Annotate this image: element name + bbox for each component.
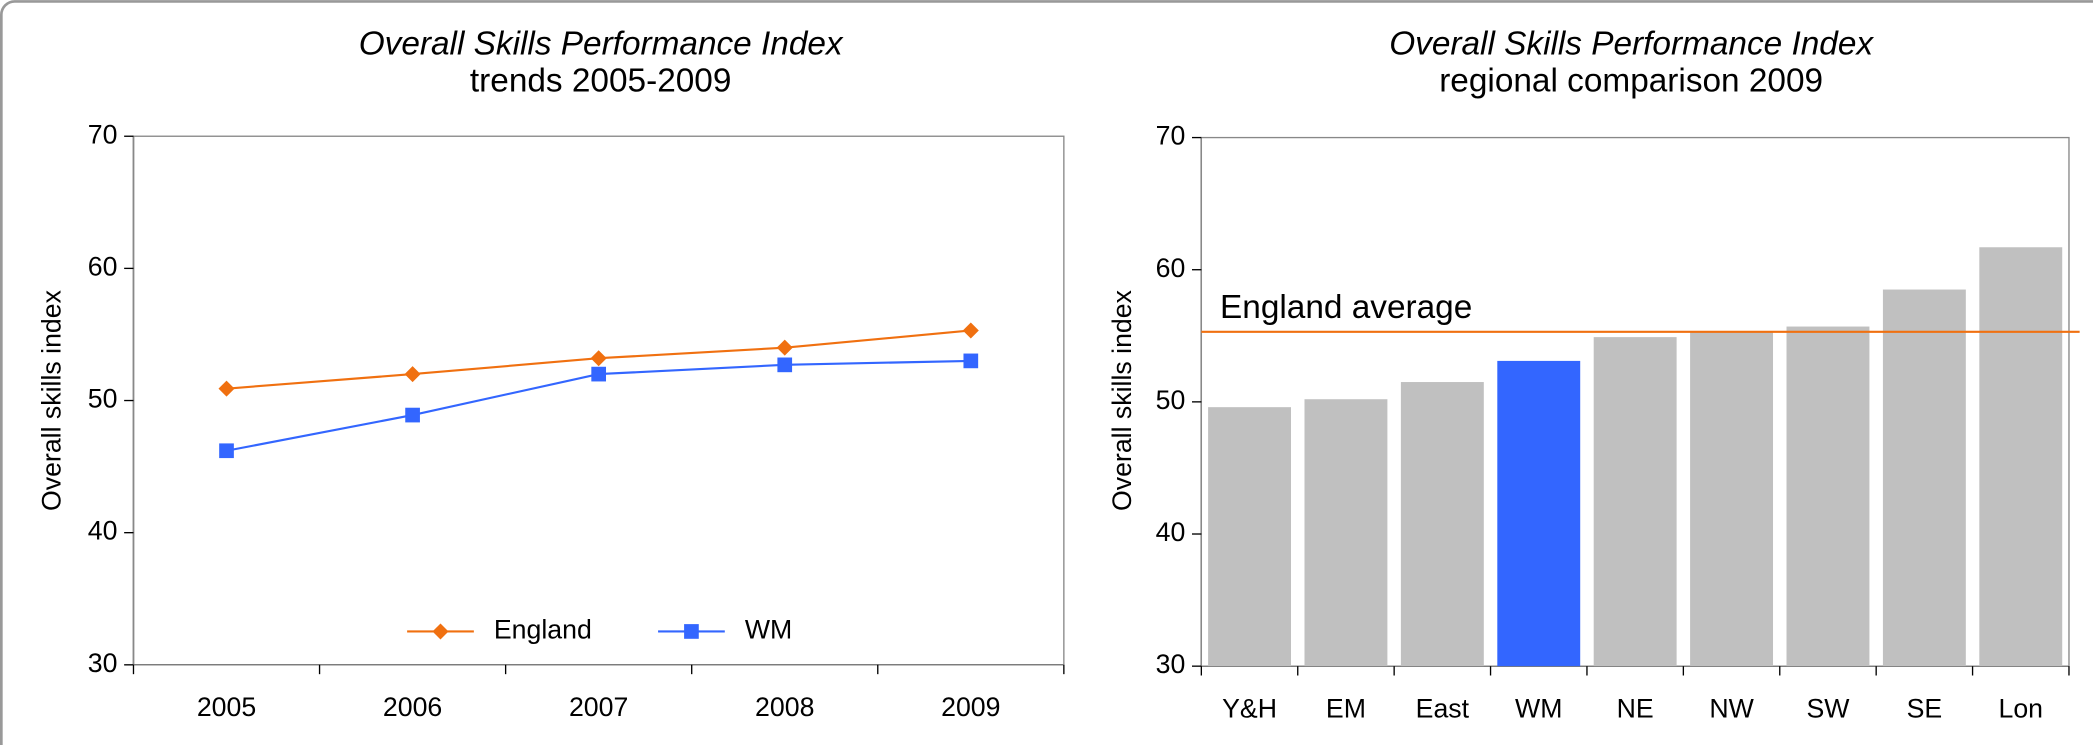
y-tick-label: 70 bbox=[1156, 121, 1186, 151]
x-tick-label: WM bbox=[1515, 693, 1562, 723]
marker bbox=[776, 339, 793, 356]
y-tick-label: 60 bbox=[1156, 253, 1186, 283]
x-tick-label: SW bbox=[1806, 693, 1850, 723]
chart-title: Overall Skills Performance Index bbox=[1389, 25, 1874, 62]
bar bbox=[1786, 326, 1870, 667]
legend-label: England bbox=[494, 615, 592, 645]
marker bbox=[590, 350, 607, 367]
x-tick-label: 2007 bbox=[569, 692, 628, 722]
x-tick-label: 2009 bbox=[941, 692, 1000, 722]
bar bbox=[1593, 337, 1677, 667]
reference-label: England average bbox=[1220, 289, 1472, 326]
chart-subtitle: regional comparison 2009 bbox=[1439, 63, 1823, 100]
marker bbox=[591, 366, 607, 382]
marker bbox=[962, 322, 979, 339]
x-tick-label: Y&H bbox=[1222, 693, 1277, 723]
marker bbox=[777, 357, 793, 373]
bar bbox=[1208, 407, 1291, 667]
bar bbox=[1497, 360, 1581, 667]
y-tick-label: 30 bbox=[1156, 649, 1186, 679]
bar bbox=[1400, 382, 1484, 667]
bar bbox=[1979, 247, 2063, 667]
marker bbox=[405, 407, 420, 423]
marker bbox=[219, 443, 234, 459]
y-tick-label: 30 bbox=[88, 648, 118, 678]
y-axis-label: Overall skills index bbox=[1107, 289, 1137, 511]
legend-label: WM bbox=[745, 615, 792, 645]
y-tick-label: 50 bbox=[88, 384, 118, 414]
y-tick-label: 40 bbox=[1156, 517, 1186, 547]
x-tick-label: SE bbox=[1907, 693, 1943, 723]
x-tick-label: Lon bbox=[1999, 693, 2044, 723]
x-tick-label: NE bbox=[1617, 693, 1654, 723]
x-tick-label: 2005 bbox=[197, 692, 256, 722]
x-tick-label: 2006 bbox=[383, 692, 442, 722]
chart-subtitle: trends 2005-2009 bbox=[470, 63, 732, 100]
chart-title: Overall Skills Performance Index bbox=[359, 25, 844, 62]
y-axis-label: Overall skills index bbox=[36, 289, 66, 511]
y-tick-label: 50 bbox=[1156, 385, 1186, 415]
bar bbox=[1690, 331, 1774, 667]
x-tick-label: East bbox=[1416, 693, 1470, 723]
marker bbox=[684, 624, 699, 639]
marker bbox=[218, 380, 235, 397]
x-tick-label: NW bbox=[1709, 693, 1754, 723]
marker bbox=[963, 353, 979, 369]
marker bbox=[404, 366, 421, 383]
x-tick-label: EM bbox=[1326, 693, 1366, 723]
y-tick-label: 60 bbox=[88, 251, 118, 281]
y-tick-label: 40 bbox=[88, 516, 118, 546]
x-tick-label: 2008 bbox=[755, 692, 814, 722]
bar bbox=[1882, 289, 1966, 667]
bar bbox=[1304, 399, 1388, 667]
y-tick-label: 70 bbox=[88, 119, 118, 149]
